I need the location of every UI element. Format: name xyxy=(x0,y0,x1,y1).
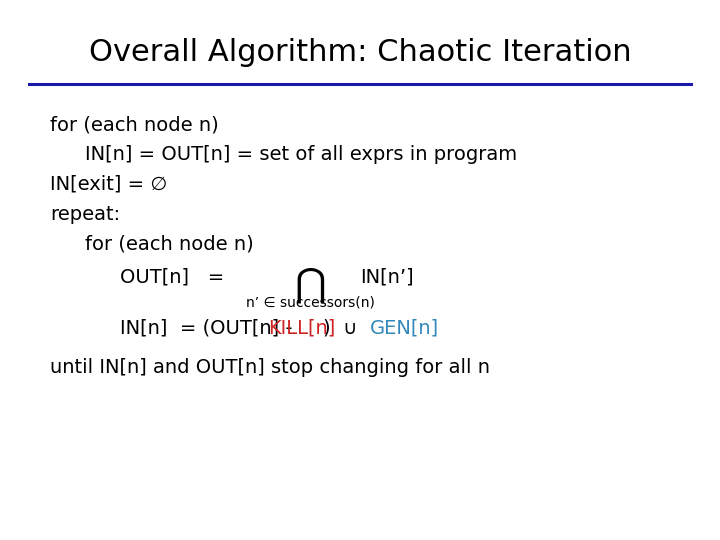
Text: GEN[n]: GEN[n] xyxy=(369,318,438,337)
Text: until IN[n] and OUT[n] stop changing for all n: until IN[n] and OUT[n] stop changing for… xyxy=(50,358,490,377)
Text: n’ ∈ successors(n): n’ ∈ successors(n) xyxy=(246,295,374,309)
Text: )  ∪: ) ∪ xyxy=(323,318,369,337)
Text: IN[n]  = (OUT[n] -: IN[n] = (OUT[n] - xyxy=(120,318,299,337)
Text: repeat:: repeat: xyxy=(50,205,120,224)
Text: IN[n] = OUT[n] = set of all exprs in program: IN[n] = OUT[n] = set of all exprs in pro… xyxy=(85,145,517,164)
Text: IN[n’]: IN[n’] xyxy=(360,268,413,287)
Text: IN[exit] = ∅: IN[exit] = ∅ xyxy=(50,175,167,194)
Text: for (each node n): for (each node n) xyxy=(50,115,219,134)
Text: KILL[n]: KILL[n] xyxy=(268,318,336,337)
Text: ⋂: ⋂ xyxy=(294,266,326,304)
Text: OUT[n]   =: OUT[n] = xyxy=(120,268,224,287)
Text: for (each node n): for (each node n) xyxy=(85,235,253,254)
Text: Overall Algorithm: Chaotic Iteration: Overall Algorithm: Chaotic Iteration xyxy=(89,38,631,67)
